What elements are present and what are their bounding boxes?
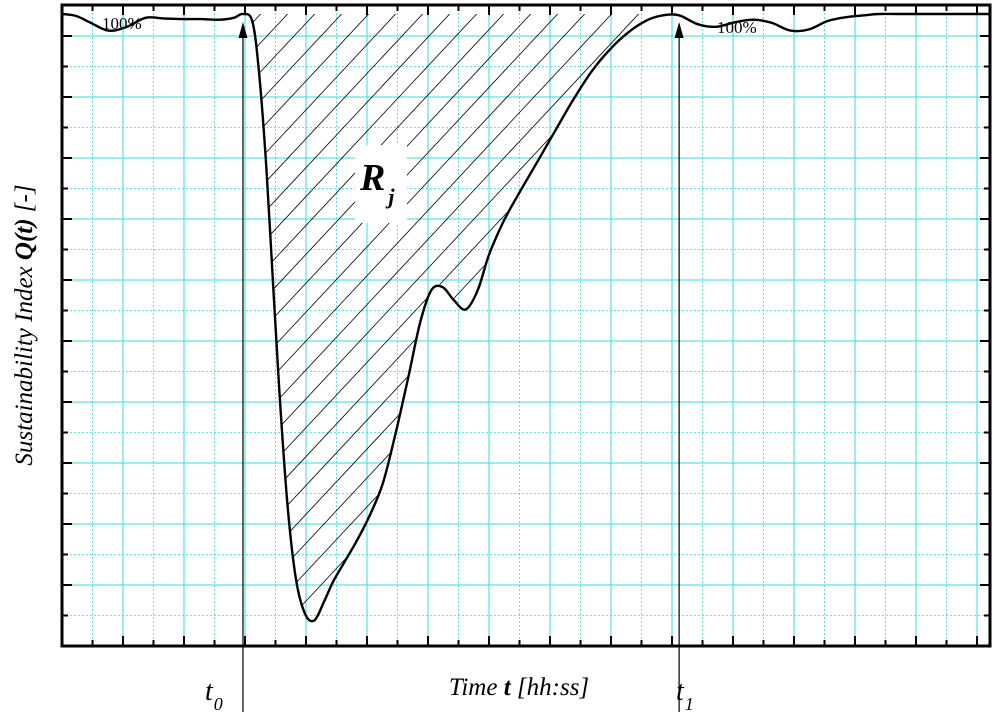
- level-label-right: 100%: [717, 18, 757, 37]
- region-label-sub: j: [385, 184, 395, 209]
- hatch-line: [242, 13, 541, 622]
- hatch-line: [452, 13, 680, 622]
- hatch-line: [242, 13, 676, 622]
- hatch-line: [242, 13, 568, 622]
- hatch-line: [242, 13, 271, 622]
- hatch-line: [696, 4, 1000, 646]
- hatch-line: [242, 13, 433, 622]
- hatch-line: [242, 13, 680, 622]
- hatch-line: [723, 4, 1000, 646]
- hatch-line: [242, 13, 352, 622]
- x-axis-label: Time t [hh:ss]: [449, 674, 589, 701]
- hatch-line: [242, 13, 514, 622]
- t1-arrow-head: [674, 21, 684, 38]
- hatch-line: [290, 13, 680, 622]
- t1-label: t1: [676, 676, 694, 714]
- hatch-line: [242, 13, 406, 622]
- axis-ticks: [61, 4, 990, 647]
- hatch-line: [242, 13, 680, 622]
- resilience-area-hatch: [242, 4, 1000, 646]
- hatch-line: [242, 13, 379, 622]
- hatch-line: [533, 13, 680, 622]
- hatch-line: [242, 13, 680, 622]
- hatch-line: [425, 13, 680, 622]
- grid-minor: [62, 5, 990, 646]
- t0-arrow-head: [238, 21, 248, 38]
- t0-label: t0: [205, 676, 223, 714]
- region-label-main: R: [359, 157, 385, 199]
- hatch-line: [242, 13, 680, 622]
- sustainability-curve: [61, 12, 990, 623]
- hatch-line: [242, 13, 298, 622]
- hatch-line: [242, 13, 680, 622]
- hatch-line: [242, 13, 622, 622]
- plot-frame: [60, 3, 992, 648]
- hatch-line: [242, 13, 680, 622]
- grid-major: [62, 5, 990, 646]
- hatch-line: [614, 13, 680, 622]
- svg-text:Rj: Rj: [359, 157, 395, 209]
- y-axis-label: Sustainability Index Q(t) [-]: [11, 184, 38, 465]
- hatch-lines: [242, 4, 1000, 646]
- hatch-line: [263, 13, 680, 622]
- hatch-line: [668, 13, 680, 622]
- hatch-line: [242, 13, 595, 622]
- level-label-left: 100%: [102, 14, 142, 33]
- hatch-line: [242, 13, 649, 622]
- hatch-line: [317, 13, 680, 622]
- hatch-line: [242, 13, 487, 622]
- hatch-line: [242, 13, 460, 622]
- hatch-line: [560, 13, 680, 622]
- hatch-line: [506, 13, 680, 622]
